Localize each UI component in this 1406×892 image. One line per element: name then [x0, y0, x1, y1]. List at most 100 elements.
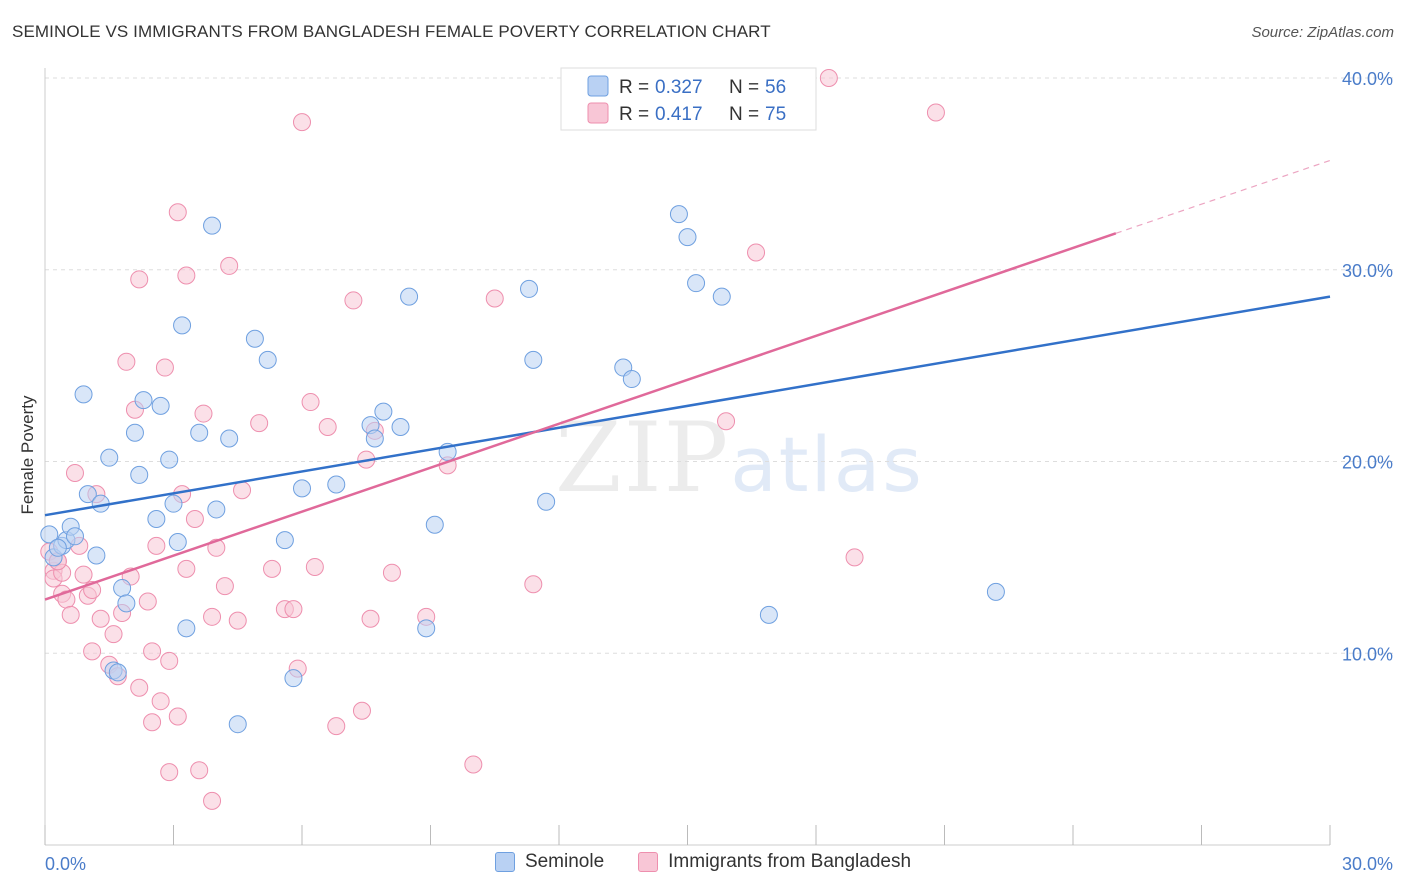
- point-seminole: [130, 465, 149, 484]
- point-seminole: [74, 385, 93, 404]
- point-bangladesh: [194, 404, 213, 423]
- point-bangladesh: [177, 266, 196, 285]
- legend-item-bangladesh: Immigrants from Bangladesh: [638, 851, 911, 873]
- point-bangladesh: [177, 559, 196, 578]
- point-seminole: [293, 479, 311, 498]
- point-seminole: [327, 475, 346, 494]
- point-bangladesh: [117, 352, 136, 371]
- point-bangladesh: [344, 291, 363, 310]
- legend-label-seminole: Seminole: [524, 851, 605, 872]
- point-seminole: [173, 316, 192, 335]
- legend-n-label-2: N =: [729, 104, 759, 125]
- point-seminole: [168, 533, 187, 552]
- point-seminole: [100, 448, 119, 467]
- trend-lines: [44, 159, 1331, 601]
- point-bangladesh: [352, 701, 371, 720]
- trend-line-seminole: [44, 295, 1331, 517]
- y-tick-label: 30.0%: [1342, 261, 1393, 281]
- point-bangladesh: [250, 414, 269, 433]
- point-seminole: [125, 423, 144, 442]
- point-seminole: [78, 485, 97, 504]
- point-bangladesh: [160, 651, 179, 670]
- point-bangladesh: [151, 692, 170, 711]
- point-bangladesh: [168, 203, 187, 222]
- legend-item-seminole: Seminole: [494, 851, 605, 873]
- point-seminole: [40, 525, 59, 544]
- point-seminole: [134, 391, 153, 410]
- legend-n-label-1: N =: [729, 77, 759, 98]
- legend-swatch-bangladesh: [587, 102, 609, 124]
- point-bangladesh: [747, 243, 766, 262]
- point-bangladesh: [185, 510, 204, 529]
- point-seminole: [203, 216, 222, 235]
- series-seminole: [40, 205, 1005, 734]
- point-seminole: [520, 279, 539, 298]
- point-seminole: [537, 492, 556, 511]
- point-bangladesh: [845, 548, 864, 567]
- point-seminole: [160, 450, 179, 469]
- y-tick-label: 40.0%: [1342, 69, 1393, 89]
- point-bangladesh: [138, 592, 157, 611]
- point-seminole: [759, 605, 778, 624]
- legend-swatch-seminole: [587, 75, 609, 97]
- point-bangladesh: [228, 611, 247, 630]
- point-seminole: [986, 582, 1005, 601]
- point-bangladesh: [203, 607, 222, 626]
- point-seminole: [117, 594, 136, 613]
- point-seminole: [65, 527, 84, 546]
- point-seminole: [48, 538, 67, 557]
- chart-title: SEMINOLE VS IMMIGRANTS FROM BANGLADESH F…: [12, 22, 771, 41]
- point-seminole: [151, 396, 170, 415]
- legend-r-value-1: 0.327: [655, 77, 703, 98]
- point-bangladesh: [160, 763, 179, 782]
- point-bangladesh: [382, 563, 401, 582]
- point-bangladesh: [361, 609, 380, 628]
- point-bangladesh: [130, 678, 149, 697]
- bangladesh-swatch: [638, 852, 659, 872]
- point-seminole: [207, 500, 226, 519]
- point-seminole: [365, 429, 384, 448]
- point-bangladesh: [301, 393, 320, 412]
- point-bangladesh: [168, 707, 187, 726]
- point-bangladesh: [717, 412, 736, 431]
- point-bangladesh: [74, 565, 93, 584]
- point-bangladesh: [485, 289, 504, 308]
- point-bangladesh: [147, 536, 166, 555]
- legend-n-value-1: 56: [765, 77, 786, 98]
- point-bangladesh: [215, 577, 234, 596]
- point-bangladesh: [203, 791, 222, 810]
- point-bangladesh: [91, 609, 110, 628]
- point-seminole: [190, 423, 209, 442]
- trend-line-bangladesh-extension: [1115, 159, 1331, 234]
- y-tick-label: 20.0%: [1342, 453, 1393, 473]
- point-seminole: [113, 579, 132, 598]
- point-seminole: [622, 370, 641, 389]
- x-tick-label-max: 30.0%: [1342, 854, 1393, 874]
- y-tick-label: 10.0%: [1342, 644, 1393, 664]
- point-bangladesh: [143, 642, 162, 661]
- point-bangladesh: [524, 575, 543, 594]
- watermark-zip: ZIP: [555, 402, 731, 514]
- x-tick-label-min: 0.0%: [45, 854, 86, 874]
- point-bangladesh: [65, 464, 84, 483]
- point-seminole: [687, 274, 706, 293]
- point-seminole: [669, 205, 688, 224]
- point-seminole: [400, 287, 419, 306]
- watermark: ZIPatlas: [555, 402, 924, 514]
- point-seminole: [374, 402, 393, 421]
- point-seminole: [275, 531, 294, 550]
- source-label: Source: ZipAtlas.com: [1251, 24, 1394, 41]
- legend-r-label-2: R =: [619, 104, 649, 125]
- point-seminole: [220, 429, 239, 448]
- bottom-legend: Seminole Immigrants from Bangladesh: [0, 851, 1406, 873]
- legend-label-bangladesh: Immigrants from Bangladesh: [668, 851, 912, 872]
- point-bangladesh: [819, 69, 838, 87]
- watermark-atlas: atlas: [730, 420, 924, 509]
- point-seminole: [108, 663, 127, 682]
- point-bangladesh: [143, 713, 162, 732]
- point-seminole: [87, 546, 106, 565]
- point-seminole: [391, 417, 410, 436]
- point-bangladesh: [83, 642, 102, 661]
- point-bangladesh: [263, 559, 282, 578]
